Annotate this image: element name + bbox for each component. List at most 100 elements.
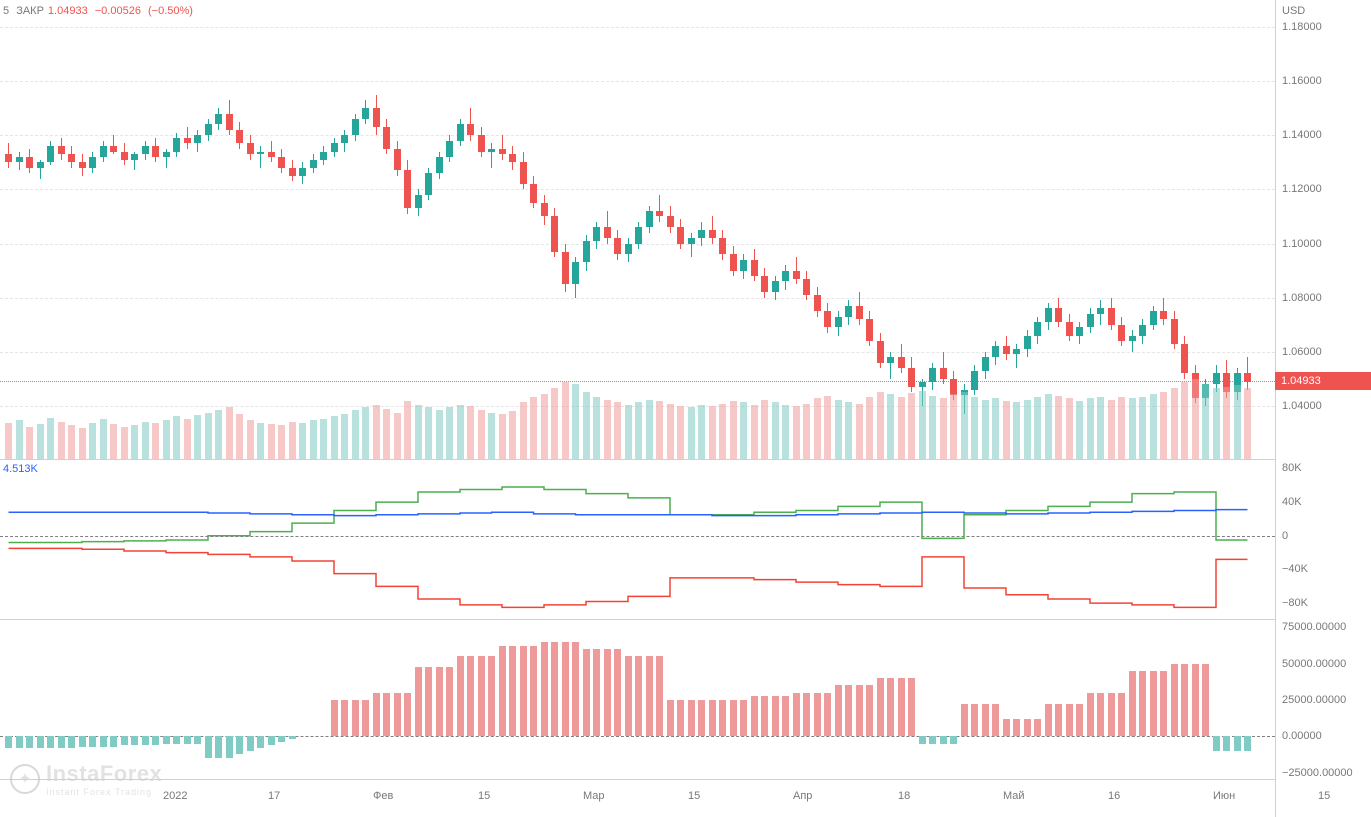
histogram-bar: [1139, 671, 1146, 736]
histogram-bar: [26, 736, 33, 748]
candle: [131, 0, 138, 460]
volume-bar: [1223, 387, 1230, 459]
histogram-bar: [436, 667, 443, 737]
cot-panel[interactable]: [0, 460, 1275, 620]
candle: [184, 0, 191, 460]
x-tick-label: Апр: [793, 790, 812, 802]
histogram-bar: [782, 696, 789, 737]
chart-container[interactable]: 202217Фев15Мар15Апр18Май16Июн15Ию 5 ЗАКР…: [0, 0, 1275, 817]
candle: [446, 0, 453, 460]
x-tick-label: Мар: [583, 790, 605, 802]
cot-line-red: [9, 548, 1248, 607]
volume-bar: [940, 398, 947, 459]
volume-bar: [667, 404, 674, 459]
histogram-bar: [898, 678, 905, 736]
candle: [992, 0, 999, 460]
candle: [530, 0, 537, 460]
candle: [835, 0, 842, 460]
candle: [457, 0, 464, 460]
histogram-bar: [1171, 664, 1178, 737]
candle: [898, 0, 905, 460]
x-tick-label: Фев: [373, 790, 393, 802]
candle: [79, 0, 86, 460]
histogram-bar: [520, 646, 527, 736]
volume-bar: [887, 394, 894, 459]
watermark-main: InstaForex: [46, 761, 162, 787]
histogram-panel[interactable]: [0, 620, 1275, 780]
volume-bar: [919, 391, 926, 459]
volume-bar: [289, 422, 296, 459]
candle: [320, 0, 327, 460]
candle: [1066, 0, 1073, 460]
candle: [1087, 0, 1094, 460]
x-tick-label: 17: [268, 790, 280, 802]
histogram-bar: [257, 736, 264, 748]
histogram-bar: [1087, 693, 1094, 737]
histogram-bar: [1192, 664, 1199, 737]
volume-bar: [89, 423, 96, 459]
candle: [352, 0, 359, 460]
x-tick-label: Июн: [1213, 790, 1235, 802]
close-value: 1.04933: [48, 5, 88, 17]
candle: [68, 0, 75, 460]
histogram-bar: [551, 642, 558, 737]
volume-bar: [278, 425, 285, 459]
price-tick-label: 1.12000: [1282, 183, 1322, 195]
candle: [173, 0, 180, 460]
close-label: ЗАКР: [16, 5, 44, 17]
volume-bar: [761, 400, 768, 459]
candle: [677, 0, 684, 460]
volume-bar: [152, 423, 159, 459]
volume-bar: [740, 402, 747, 459]
candle: [110, 0, 117, 460]
volume-bar: [562, 382, 569, 459]
histogram-bar: [929, 736, 936, 743]
histogram-bar: [1076, 704, 1083, 736]
candle: [404, 0, 411, 460]
histogram-bar: [37, 736, 44, 748]
candle: [100, 0, 107, 460]
histogram-bar: [341, 700, 348, 736]
histogram-bar: [467, 656, 474, 736]
volume-bar: [1129, 398, 1136, 459]
histogram-bar: [761, 696, 768, 737]
histogram-bar: [331, 700, 338, 736]
volume-bar: [194, 415, 201, 459]
candle: [58, 0, 65, 460]
candle: [194, 0, 201, 460]
cot-tick-label: 0: [1282, 530, 1288, 542]
volume-bar: [205, 413, 212, 459]
cot-value: 4.513K: [3, 463, 38, 475]
volume-bar: [457, 405, 464, 459]
histogram-bar: [982, 704, 989, 736]
volume-bar: [856, 404, 863, 459]
volume-bar: [1003, 401, 1010, 459]
volume-bar: [929, 396, 936, 459]
price-panel[interactable]: [0, 0, 1275, 460]
x-tick-label: 15: [478, 790, 490, 802]
volume-bar: [436, 410, 443, 459]
current-price-flag: 1.04933: [1275, 372, 1371, 390]
histogram-bar: [1097, 693, 1104, 737]
histogram-bar: [1213, 736, 1220, 751]
candle: [289, 0, 296, 460]
change-value: −0.00526: [95, 5, 141, 17]
candle: [803, 0, 810, 460]
histogram-bar: [667, 700, 674, 736]
histogram-bar: [47, 736, 54, 748]
histogram-bar: [1066, 704, 1073, 736]
candle: [373, 0, 380, 460]
candle: [163, 0, 170, 460]
histogram-bar: [541, 642, 548, 737]
volume-bar: [709, 406, 716, 459]
histogram-bar: [562, 642, 569, 737]
candle: [1150, 0, 1157, 460]
hist-tick-label: −25000.00000: [1282, 767, 1353, 779]
candle: [478, 0, 485, 460]
volume-bar: [898, 397, 905, 459]
histogram-bar: [131, 736, 138, 745]
volume-bar: [236, 414, 243, 459]
candle: [520, 0, 527, 460]
watermark: ✦ InstaForex Instant Forex Trading: [10, 761, 162, 797]
candle: [1055, 0, 1062, 460]
